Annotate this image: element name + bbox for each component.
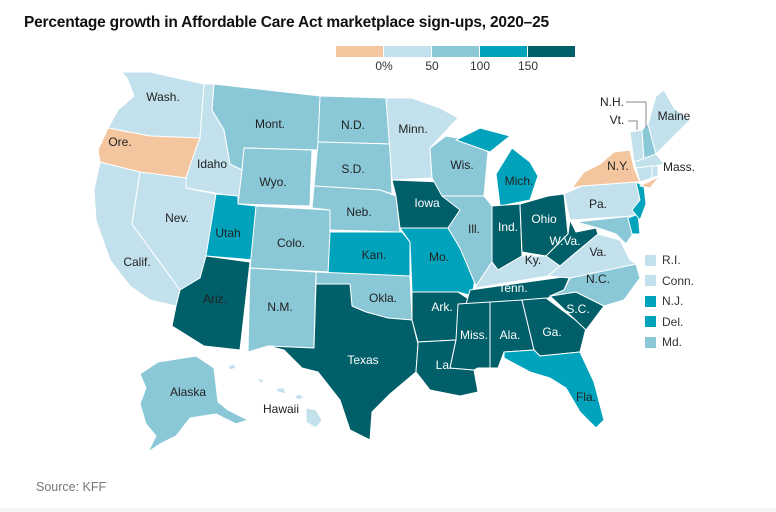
state-ny[interactable]: [571, 149, 661, 189]
label-la: La.: [436, 358, 453, 372]
label-maine: Maine: [658, 109, 691, 123]
state-wis[interactable]: [429, 135, 489, 197]
small-state-label: Del.: [662, 314, 684, 329]
small-state-item: N.J.: [645, 291, 694, 312]
small-state-swatch: [645, 295, 656, 307]
callout-line-nh: [626, 101, 647, 128]
label-ark: Ark.: [431, 300, 452, 314]
small-state-label: R.I.: [662, 253, 681, 268]
callout-line-vt: [628, 120, 638, 130]
label-alaska: Alaska: [170, 385, 206, 399]
state-texas[interactable]: [267, 283, 419, 441]
label-nev: Nev.: [165, 211, 189, 225]
legend-ticks: 0% 50 100 150: [336, 57, 576, 73]
label-minn: Minn.: [398, 122, 427, 136]
label-texas: Texas: [347, 353, 378, 367]
small-state-label: Conn.: [662, 273, 695, 288]
label-ky: Ky.: [525, 253, 541, 267]
state-wva[interactable]: [545, 219, 599, 267]
label-ga: Ga.: [542, 325, 561, 339]
state-del[interactable]: [627, 213, 641, 235]
small-state-item: Conn.: [645, 271, 694, 292]
color-legend: 0% 50 100 150: [336, 46, 576, 73]
legend-swatch-50-100: [432, 46, 479, 57]
legend-tick: 50: [425, 59, 439, 73]
label-nc: N.C.: [586, 272, 610, 286]
label-colo: Colo.: [277, 236, 305, 250]
small-state-swatch: [645, 254, 656, 266]
small-state-item: Del.: [645, 312, 694, 333]
legend-tick: 150: [517, 59, 539, 73]
source-note: Source: KFF: [36, 480, 107, 494]
label-mich: Mich.: [505, 174, 534, 188]
bottom-divider: [0, 508, 776, 512]
label-calif: Calif.: [123, 255, 150, 269]
state-minn[interactable]: [385, 97, 459, 181]
state-ariz[interactable]: [171, 255, 251, 351]
label-sd: S.D.: [341, 162, 364, 176]
label-ohio: Ohio: [531, 212, 557, 226]
small-state-label: Md.: [662, 335, 683, 350]
small-states-legend: R.I. Conn. N.J. Del. Md.: [645, 250, 694, 353]
legend-swatch-150-plus: [528, 46, 575, 57]
label-ind: Ind.: [498, 220, 518, 234]
label-mont: Mont.: [255, 117, 285, 131]
label-sc: S.C.: [566, 302, 589, 316]
label-tenn: Tenn.: [498, 281, 527, 295]
label-neb: Neb.: [346, 205, 371, 219]
label-wva: W.Va.: [549, 234, 580, 248]
state-alaska[interactable]: [139, 355, 249, 453]
label-ny: N.Y.: [607, 159, 629, 173]
legend-tick: 0%: [375, 59, 393, 73]
state-wash[interactable]: [107, 71, 205, 139]
state-labels: Wash. Ore. Calif. Idaho Nev. Mont. Wyo. …: [108, 90, 695, 416]
label-vt: Vt.: [610, 113, 625, 127]
label-okla: Okla.: [369, 291, 397, 305]
label-ore: Ore.: [108, 135, 131, 149]
label-kan: Kan.: [362, 248, 387, 262]
legend-swatch-negative: [336, 46, 383, 57]
small-state-swatch: [645, 316, 656, 328]
legend-tick: 100: [469, 59, 491, 73]
label-pa: Pa.: [589, 197, 607, 211]
label-wash: Wash.: [146, 90, 180, 104]
label-va: Va.: [589, 245, 606, 259]
label-mo: Mo.: [429, 250, 449, 264]
legend-bar: [336, 46, 576, 57]
label-nh: N.H.: [600, 95, 624, 109]
chart-title: Percentage growth in Affordable Care Act…: [24, 14, 549, 31]
label-nm: N.M.: [267, 300, 292, 314]
label-fla: Fla.: [576, 390, 596, 404]
label-nd: N.D.: [341, 118, 365, 132]
small-state-swatch: [645, 275, 656, 287]
label-wis: Wis.: [450, 158, 473, 172]
small-state-label: N.J.: [662, 294, 684, 309]
state-neb[interactable]: [311, 185, 401, 233]
legend-swatch-100-150: [480, 46, 527, 57]
label-miss: Miss.: [460, 328, 488, 342]
state-wyo[interactable]: [237, 147, 313, 207]
legend-swatch-0-50: [384, 46, 431, 57]
state-hawaii[interactable]: [227, 363, 323, 429]
label-mass: Mass.: [663, 160, 695, 174]
label-utah: Utah: [215, 226, 240, 240]
state-ri[interactable]: [651, 165, 659, 179]
label-hawaii: Hawaii: [263, 402, 299, 416]
state-fla[interactable]: [503, 349, 605, 429]
label-ariz: Ariz.: [203, 292, 227, 306]
small-state-item: Md.: [645, 332, 694, 353]
label-iowa: Iowa: [414, 196, 440, 210]
label-ill: Ill.: [468, 222, 480, 236]
small-state-item: R.I.: [645, 250, 694, 271]
state-kan[interactable]: [327, 231, 411, 277]
state-mass[interactable]: [633, 153, 665, 169]
label-idaho: Idaho: [197, 157, 227, 171]
label-ala: Ala.: [500, 328, 521, 342]
small-state-swatch: [645, 336, 656, 348]
label-wyo: Wyo.: [259, 175, 286, 189]
state-maine[interactable]: [647, 89, 691, 155]
